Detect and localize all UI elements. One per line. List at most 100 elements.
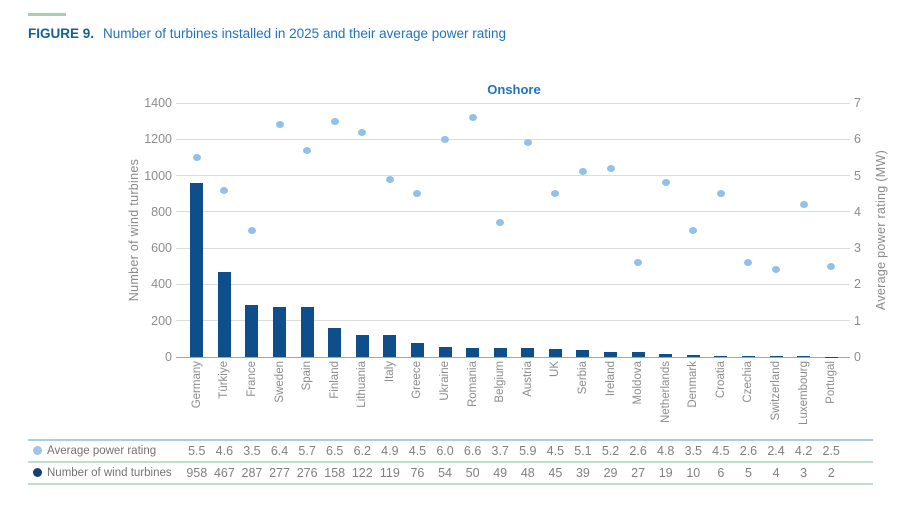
bar-denmark [686, 355, 700, 357]
table-value-number-of-wind-turbines-t-rkiye: 467 [213, 466, 235, 480]
table-value-average-power-rating-czechia: 2.6 [739, 444, 758, 458]
x-axis-label-serbia: Serbia [576, 361, 589, 395]
bar-ireland [604, 351, 618, 357]
bar-uk [548, 348, 562, 357]
dot-croatia [716, 190, 725, 198]
table-value-average-power-rating-uk: 4.5 [546, 444, 565, 458]
x-axis-label-italy: Italy [383, 361, 396, 383]
x-axis-label-ireland: Ireland [604, 361, 617, 397]
accent-line [28, 13, 66, 16]
gridline [176, 283, 850, 285]
table-value-number-of-wind-turbines-sweden: 277 [269, 466, 290, 480]
x-axis-label-romania: Romania [466, 361, 479, 408]
table-value-number-of-wind-turbines-greece: 76 [410, 466, 425, 480]
x-axis-label-czechia: Czechia [742, 361, 755, 403]
bar-t-rkiye [217, 272, 231, 357]
x-axis-line [176, 356, 850, 358]
dot-belgium [496, 219, 505, 227]
bar-germany [190, 183, 204, 357]
dot-italy [385, 175, 394, 183]
bar-greece [410, 343, 424, 357]
table-value-average-power-rating-portugal: 2.5 [822, 444, 840, 458]
bar-moldova [631, 352, 645, 357]
table-separator-bottom [28, 483, 873, 485]
dot-greece [413, 190, 422, 198]
gridline [176, 102, 850, 104]
x-axis-label-greece: Greece [411, 361, 424, 399]
gridline [176, 175, 850, 177]
right-axis-tick-2: 2 [854, 277, 861, 292]
left-axis-tick-800: 800 [151, 204, 172, 219]
bar-luxembourg [797, 356, 811, 357]
dot-moldova [634, 259, 643, 267]
table-value-average-power-rating-serbia: 5.1 [574, 444, 592, 458]
bar-croatia [714, 355, 728, 357]
table-value-average-power-rating-italy: 4.9 [381, 444, 399, 458]
bar-france [245, 304, 259, 357]
table-value-number-of-wind-turbines-germany: 958 [186, 466, 208, 480]
figure-title-text: Number of turbines installed in 2025 and… [103, 26, 507, 41]
legend-label-average-power-rating: Average power rating [47, 445, 157, 457]
dot-sweden [275, 121, 284, 129]
table-value-number-of-wind-turbines-romania: 50 [465, 466, 480, 480]
table-value-average-power-rating-spain: 5.7 [298, 444, 316, 458]
table-value-number-of-wind-turbines-portugal: 2 [827, 466, 835, 480]
table-value-number-of-wind-turbines-austria: 48 [520, 466, 535, 480]
bar-lithuania [355, 334, 369, 357]
x-axis-label-denmark: Denmark [687, 361, 700, 408]
table-value-number-of-wind-turbines-belgium: 49 [493, 466, 508, 480]
x-axis-label-finland: Finland [328, 361, 341, 399]
table-value-average-power-rating-switzerland: 2.4 [767, 444, 785, 458]
x-axis-label-netherlands: Netherlands [659, 361, 672, 424]
bar-finland [328, 328, 342, 357]
table-value-average-power-rating-greece: 4.5 [408, 444, 427, 458]
bar-switzerland [769, 356, 783, 357]
table-separator-top [28, 439, 873, 441]
right-axis-tick-1: 1 [854, 313, 861, 328]
table-value-average-power-rating-croatia: 4.5 [712, 444, 730, 458]
left-axis-tick-1000: 1000 [144, 168, 172, 183]
table-value-number-of-wind-turbines-spain: 276 [296, 466, 318, 480]
table-value-average-power-rating-romania: 6.6 [463, 444, 482, 458]
dot-austria [523, 139, 532, 147]
bar-belgium [493, 348, 507, 357]
table-value-number-of-wind-turbines-netherlands: 19 [658, 466, 673, 480]
dot-serbia [578, 168, 587, 176]
bar-netherlands [659, 353, 673, 357]
table-value-number-of-wind-turbines-serbia: 39 [575, 466, 590, 480]
x-axis-label-belgium: Belgium [494, 361, 507, 403]
gridline [176, 138, 850, 140]
table-value-number-of-wind-turbines-denmark: 10 [686, 466, 701, 480]
table-value-average-power-rating-denmark: 3.5 [684, 444, 702, 458]
bar-romania [466, 347, 480, 357]
x-axis-label-portugal: Portugal [825, 361, 838, 404]
bar-austria [521, 348, 535, 357]
right-axis-tick-6: 6 [854, 132, 861, 147]
dot-romania [468, 114, 477, 121]
x-axis-label-uk: UK [549, 361, 562, 377]
right-axis-tick-5: 5 [854, 168, 861, 183]
table-value-number-of-wind-turbines-lithuania: 122 [351, 466, 373, 480]
bar-spain [300, 306, 314, 357]
table-value-number-of-wind-turbines-croatia: 6 [717, 466, 725, 480]
dot-ireland [606, 164, 615, 172]
table-value-average-power-rating-ireland: 5.2 [601, 444, 620, 458]
bar-serbia [576, 349, 590, 357]
table-value-average-power-rating-t-rkiye: 4.6 [215, 444, 234, 458]
bar-italy [383, 335, 397, 357]
x-axis-label-france: France [245, 361, 258, 397]
bar-ukraine [438, 347, 452, 357]
table-value-average-power-rating-france: 3.5 [243, 444, 261, 458]
average-power-rating-legend-icon [33, 446, 42, 455]
x-axis-label-croatia: Croatia [714, 361, 727, 399]
dot-portugal [827, 262, 836, 270]
x-axis-label-germany: Germany [190, 361, 203, 409]
x-axis-label-t-rkiye: Türkiye [218, 361, 231, 399]
dot-denmark [689, 226, 698, 234]
right-axis-tick-0: 0 [854, 350, 861, 364]
dot-t-rkiye [220, 186, 229, 194]
table-value-number-of-wind-turbines-france: 287 [241, 466, 263, 480]
dot-ukraine [441, 135, 450, 143]
left-axis-tick-600: 600 [151, 241, 172, 256]
x-axis-label-luxembourg: Luxembourg [797, 361, 810, 425]
